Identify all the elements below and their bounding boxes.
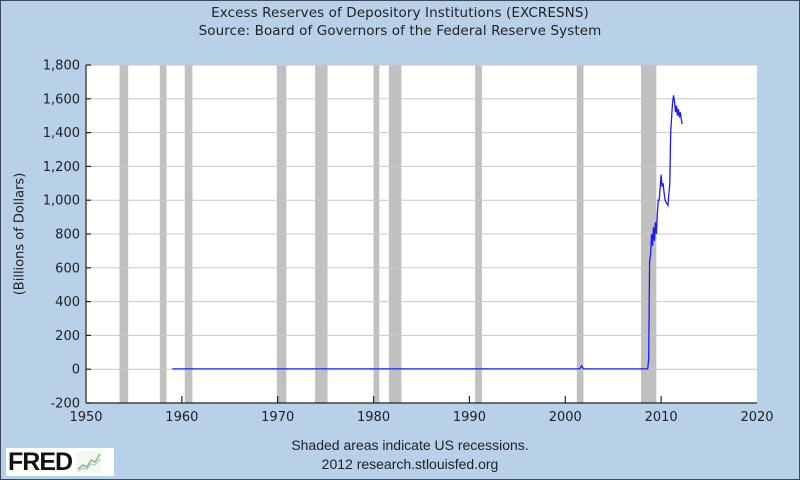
gridlines [86, 64, 757, 370]
chart-source: Source: Board of Governors of the Federa… [198, 23, 602, 39]
recession-note: Shaded areas indicate US recessions. [291, 437, 529, 453]
x-tick-label: 2010 [645, 410, 678, 425]
line-chart-icon [76, 451, 103, 473]
y-axis-ticks: -200 0 200 400 600 800 1,000 1,200 1,400 1,600 1,8… [43, 59, 91, 412]
y-tick-label: 600 [55, 261, 80, 276]
x-axis-ticks: 1950 1960 1970 1980 1990 2000 2010 2020 [69, 396, 774, 425]
y-tick-label: 1,000 [43, 194, 80, 209]
fred-logo-text: FRED [8, 447, 73, 476]
y-tick-label: 400 [55, 295, 80, 310]
x-tick-label: 1990 [453, 410, 486, 425]
x-tick-label: 1960 [165, 410, 198, 425]
series-line-excresns [172, 95, 683, 370]
fred-logo[interactable]: FRED [6, 448, 114, 476]
y-tick-label: 800 [55, 228, 80, 243]
x-tick-label: 1950 [69, 410, 102, 425]
y-tick-label: 1,400 [43, 126, 80, 141]
y-tick-label: 1,600 [43, 92, 80, 107]
y-axis-label: (Billions of Dollars) [12, 172, 28, 296]
y-tick-label: -200 [50, 397, 80, 412]
y-tick-label: 1,200 [43, 160, 80, 175]
y-tick-label: 200 [55, 329, 80, 344]
credit-link[interactable]: 2012 research.stlouisfed.org [321, 456, 499, 472]
y-tick-label: 1,800 [43, 59, 80, 74]
x-tick-label: 1980 [357, 410, 390, 425]
x-tick-label: 2020 [740, 410, 773, 425]
chart-title: Excess Reserves of Depository Institutio… [211, 5, 589, 21]
x-tick-label: 2000 [549, 410, 582, 425]
x-tick-label: 1970 [261, 410, 294, 425]
y-tick-label: 0 [72, 363, 80, 378]
